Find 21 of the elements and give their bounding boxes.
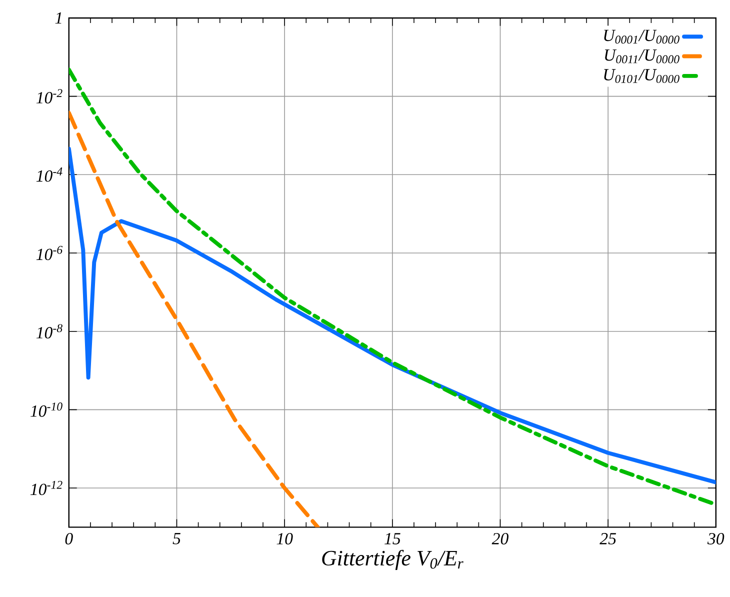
y-tick-label: 10$^{-6}$ xyxy=(36,246,63,260)
y-tick-label: 10$^{-10}$ xyxy=(30,402,62,417)
x-tick-label: 15 xyxy=(384,532,400,544)
line-series xyxy=(68,146,716,484)
x-tick-label: 0 xyxy=(65,532,73,544)
x-tick-label: 10 xyxy=(276,532,293,544)
x-tick-label: 25 xyxy=(600,532,616,544)
y-tick-label: 10$^{-4}$ xyxy=(36,168,62,182)
line-series xyxy=(68,68,716,506)
x-tick-label: 5 xyxy=(172,532,180,544)
y-tick-label: 10$^{-8}$ xyxy=(36,324,62,338)
x-tick-label: 30 xyxy=(707,532,724,544)
y-tick-label: 1 xyxy=(55,12,62,24)
legend-label: U$_{0101}$/U$_{0000}$ xyxy=(604,69,680,83)
legend-label: U$_{0001}$/U$_{0000}$ xyxy=(604,30,680,44)
y-tick-label: 10$^{-2}$ xyxy=(36,89,62,104)
x-tick-label: 20 xyxy=(492,532,508,544)
legend-label: U$_{0011}$/U$_{0000}$ xyxy=(605,49,680,64)
line-series xyxy=(68,110,320,528)
y-tick-label: 10$^{-12}$ xyxy=(30,480,62,496)
x-axis-title: Gittertiefe V$_{0}$/E$_{r}$ xyxy=(322,550,464,570)
